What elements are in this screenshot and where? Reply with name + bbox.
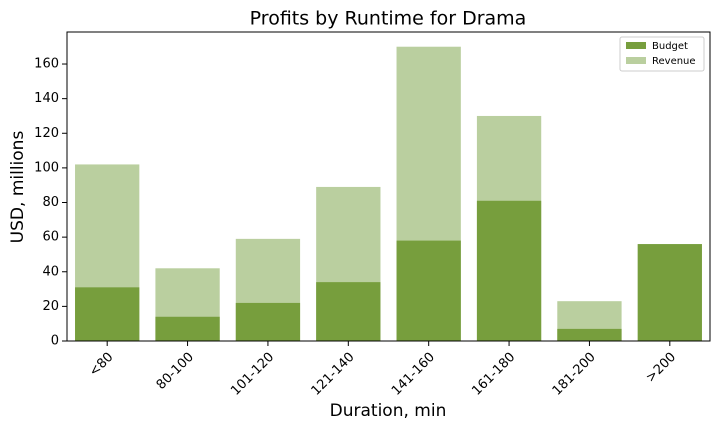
y-tick-label: 80 bbox=[42, 195, 59, 210]
bar bbox=[557, 328, 622, 341]
y-tick-label: 60 bbox=[42, 230, 59, 245]
y-tick-label: 140 bbox=[34, 91, 59, 106]
x-tick-label: <80 bbox=[86, 350, 116, 380]
y-tick-label: 0 bbox=[51, 334, 59, 349]
y-tick-label: 40 bbox=[42, 264, 59, 279]
chart-title: Profits by Runtime for Drama bbox=[250, 8, 527, 30]
x-axis-label: Duration, min bbox=[330, 401, 447, 421]
x-tick-label: 141-160 bbox=[389, 350, 438, 399]
y-tick-label: 100 bbox=[34, 160, 59, 175]
y-tick-label: 120 bbox=[34, 126, 59, 141]
x-tick-label: 80-100 bbox=[154, 350, 197, 393]
legend-swatch bbox=[626, 57, 646, 64]
x-tick-label: 101-120 bbox=[228, 350, 277, 399]
bar bbox=[396, 240, 461, 341]
x-tick-label: 181-200 bbox=[550, 350, 599, 399]
bar bbox=[155, 316, 220, 341]
legend-swatch bbox=[626, 42, 646, 49]
x-tick-label: 161-180 bbox=[469, 350, 518, 399]
bar bbox=[75, 287, 140, 341]
y-tick-label: 160 bbox=[34, 57, 59, 72]
y-axis-label: USD, millions bbox=[8, 131, 28, 244]
legend-label: Budget bbox=[652, 41, 688, 52]
x-tick-label: >200 bbox=[643, 350, 679, 386]
bar bbox=[476, 200, 542, 341]
bar bbox=[316, 282, 381, 341]
legend-label: Revenue bbox=[652, 56, 696, 67]
y-tick-label: 20 bbox=[42, 299, 59, 314]
bar bbox=[637, 244, 702, 341]
bar bbox=[235, 302, 301, 341]
plot-frame bbox=[66, 31, 711, 342]
x-tick-label: 121-140 bbox=[309, 350, 358, 399]
